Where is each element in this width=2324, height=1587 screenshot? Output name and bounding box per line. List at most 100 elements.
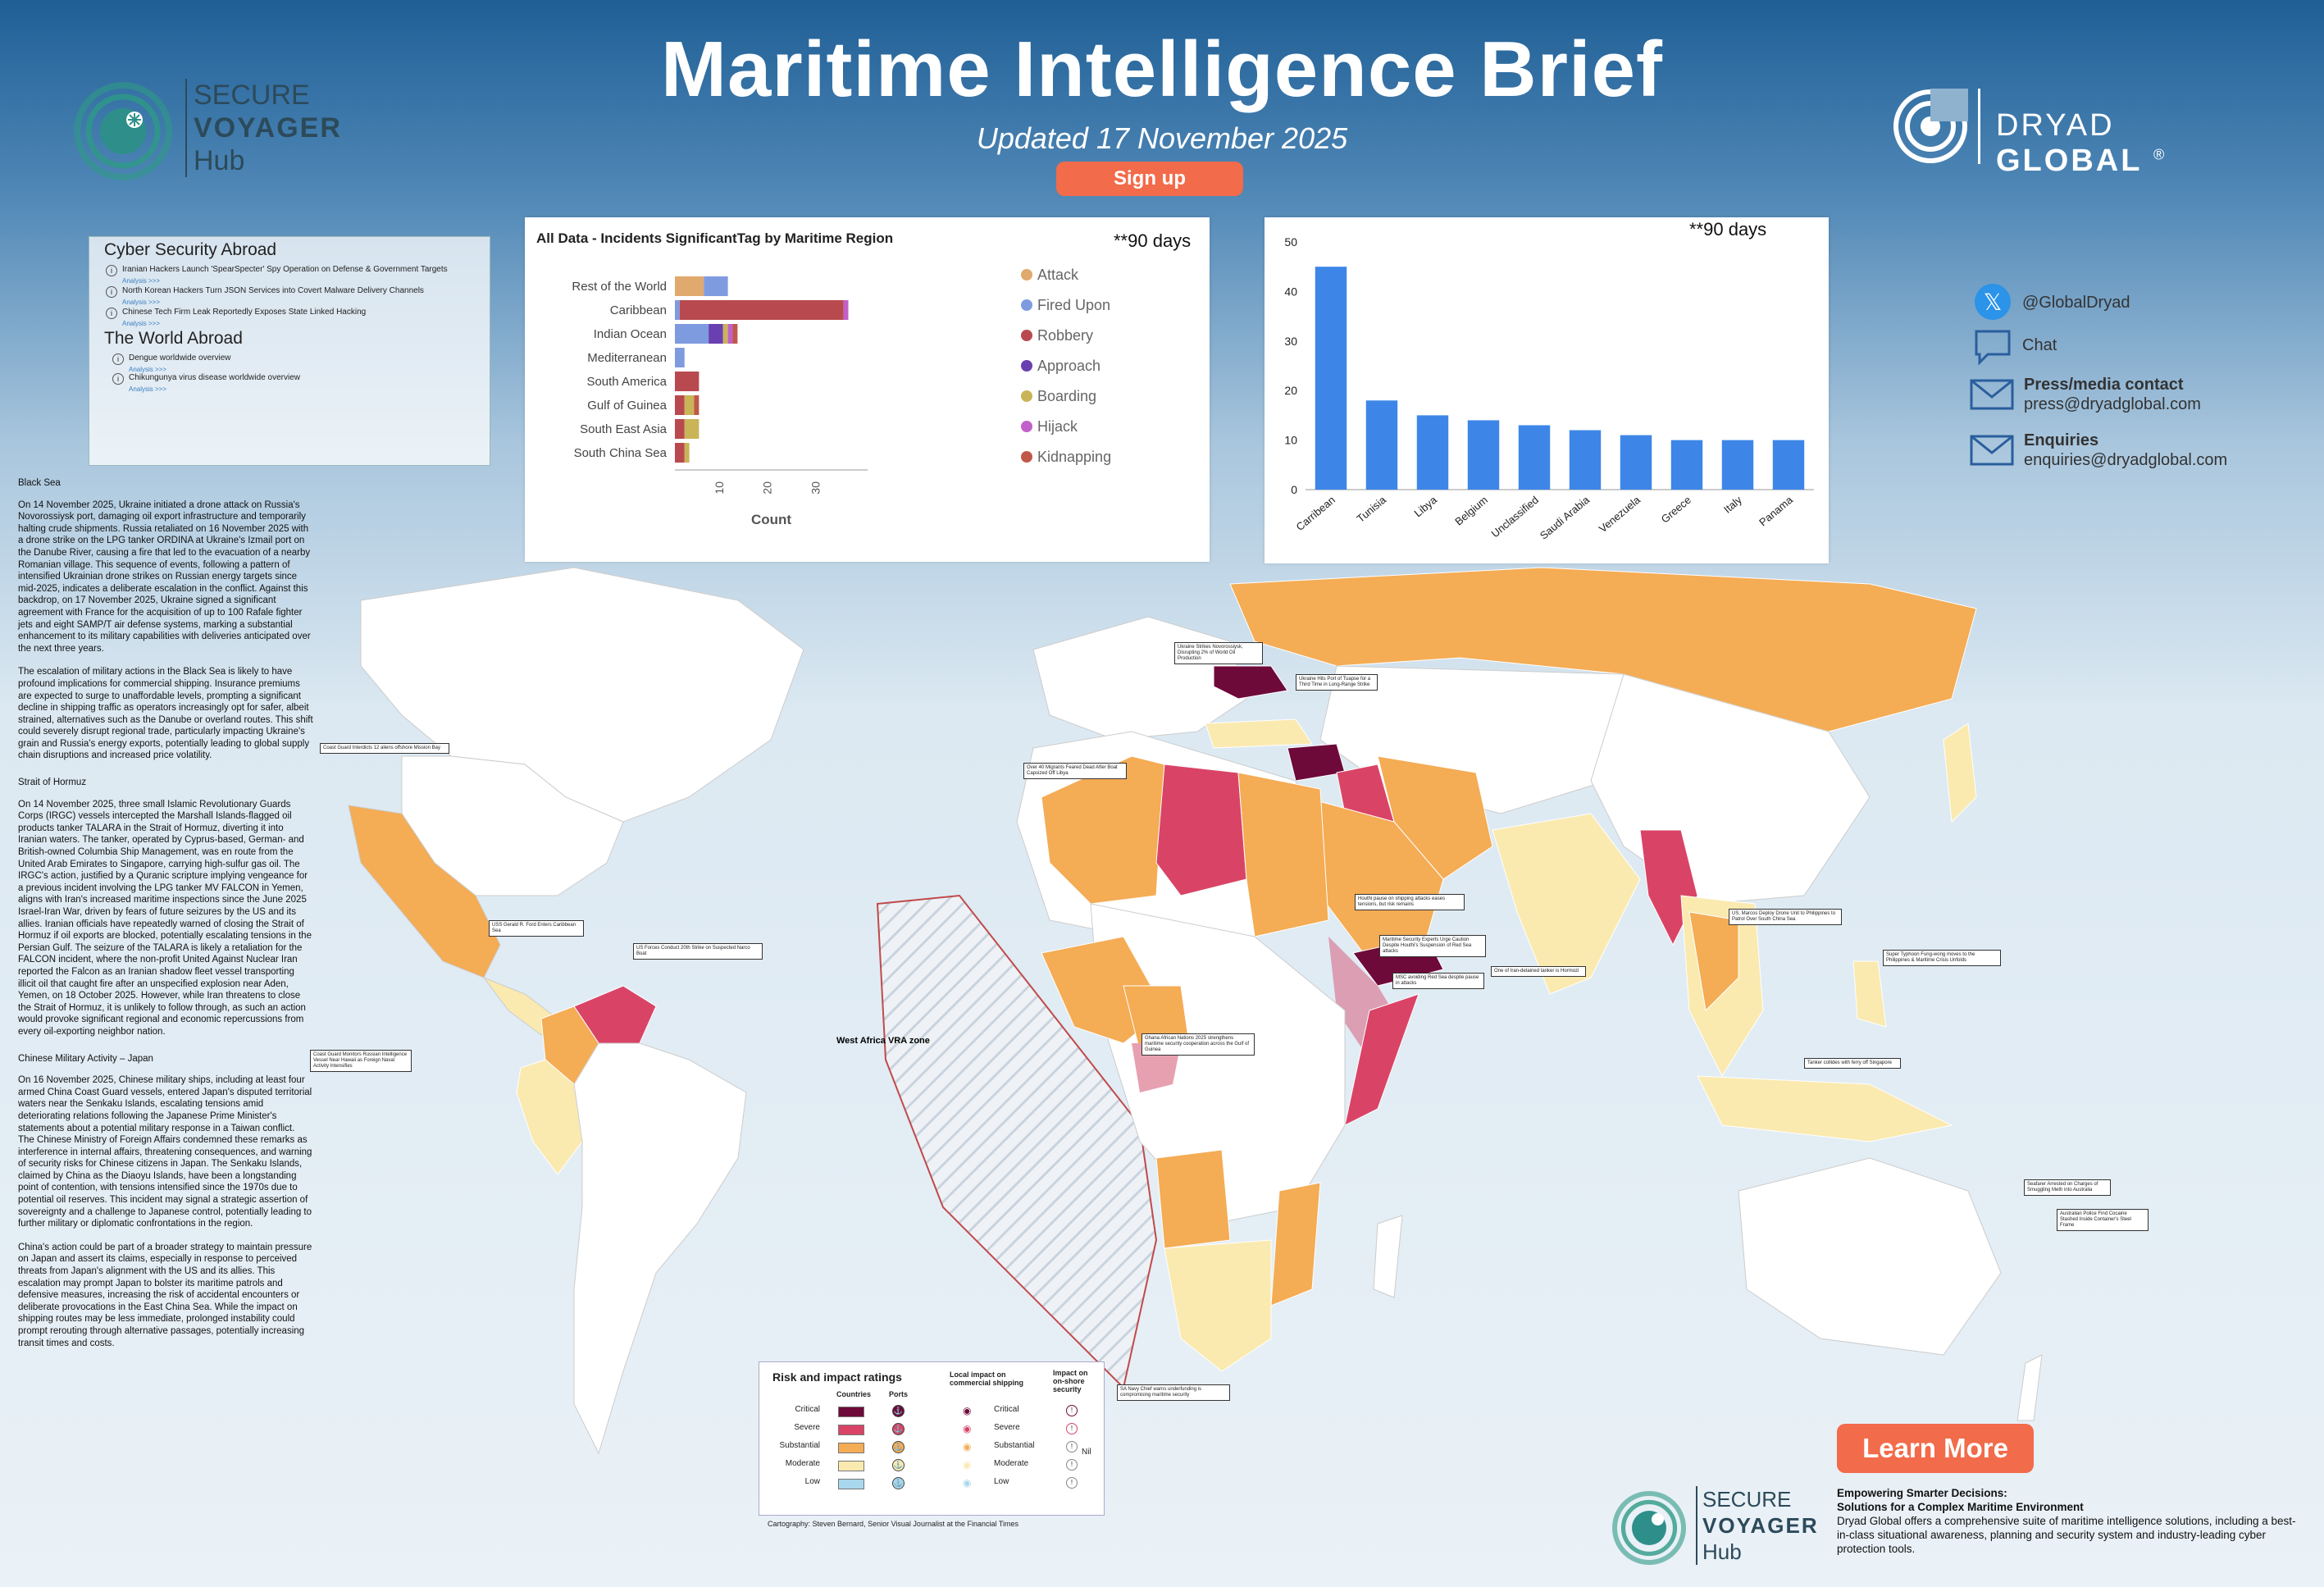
legend-col-local: Local impact on commercial shipping (950, 1370, 1024, 1387)
enquiries-label: Enquiries (2024, 431, 2099, 449)
info-icon: i (106, 308, 117, 319)
paragraph: On 14 November 2025, three small Islamic… (18, 799, 312, 1037)
map-callout[interactable]: Seafarer Arrested on Charges of Smugglin… (2024, 1179, 2111, 1196)
briefing-text: Black Sea On 14 November 2025, Ukraine i… (18, 477, 313, 1361)
enquiries-email[interactable]: enquiries@dryadglobal.com (2024, 451, 2228, 469)
iran (1377, 755, 1493, 880)
bar-segment (709, 324, 723, 344)
category-label: Unclassified (1489, 494, 1541, 540)
y-tick-label: 20 (1284, 384, 1297, 397)
cyber-article-3[interactable]: i Chinese Tech Firm Leak Reportedly Expos… (106, 308, 366, 329)
secure-voyager-logo-bottom[interactable]: SECURE VOYAGER Hub (1612, 1486, 1825, 1568)
map-callout[interactable]: US, Marcos Deploy Drone Unit to Philippi… (1729, 909, 1842, 925)
australia (1738, 1157, 2002, 1356)
press-email[interactable]: press@dryadglobal.com (2024, 395, 2201, 413)
legend-label: Boarding (1037, 388, 1096, 404)
secure-voyager-emblem-icon (1612, 1491, 1686, 1565)
info-icon: i (106, 286, 117, 298)
bar-segment (675, 372, 699, 391)
mail-icon (1970, 435, 2014, 466)
port-icon: ⚓ (892, 1459, 905, 1471)
map-callout[interactable]: Ukraine Hits Port of Tuapse for a Third … (1296, 674, 1378, 691)
info-icon: i (106, 265, 117, 276)
gulf-guinea-risk (1132, 1043, 1181, 1092)
paragraph: The escalation of military actions in th… (18, 667, 313, 761)
region-incident-chart: All Data - Incidents SignificantTag by M… (525, 217, 1210, 562)
mozambique (1270, 1182, 1321, 1307)
legend-swatch (1021, 299, 1032, 311)
category-label: Carribean (1294, 494, 1337, 533)
section-heading: Black Sea (18, 478, 61, 488)
risk-legend: Risk and impact ratings Countries Ports … (759, 1361, 1105, 1528)
category-label: Saudi Arabia (1538, 493, 1593, 541)
onshore-icon: ! (1066, 1459, 1078, 1471)
map-callout[interactable]: Houthi pause on shipping attacks eases t… (1355, 894, 1465, 910)
bar-segment (684, 395, 695, 415)
legend-title: Risk and impact ratings (772, 1370, 902, 1384)
map-callout[interactable]: Australian Police Find Cocaine Stashed I… (2057, 1209, 2149, 1231)
bar (1670, 440, 1703, 490)
onshore-icon: ! (1066, 1423, 1078, 1434)
map-callout[interactable]: MSC avoiding Red Sea despite pause in at… (1392, 973, 1484, 989)
twitter-icon[interactable]: 𝕏 (1975, 284, 2011, 320)
legend-swatch (1021, 421, 1032, 432)
bar-segment (675, 324, 709, 344)
port-icon: ⚓ (892, 1477, 905, 1489)
category-label: Indian Ocean (594, 327, 667, 341)
legend-swatch (1021, 330, 1032, 341)
cyber-article-1[interactable]: i Iranian Hackers Launch 'SpearSpecter' S… (106, 265, 448, 286)
madagascar (1373, 1215, 1403, 1298)
twitter-handle[interactable]: @GlobalDryad (2022, 294, 2130, 312)
world-article-2[interactable]: i Chikungunya virus disease worldwide ove… (112, 373, 300, 394)
map-callout[interactable]: SA Navy Chief warns underfunding is comp… (1117, 1384, 1230, 1401)
west-africa-vra-zone (876, 894, 1158, 1389)
cyber-article-2[interactable]: i North Korean Hackers Turn JSON Services… (106, 286, 424, 308)
legend-level-label: Severe (794, 1423, 820, 1432)
learn-more-button[interactable]: Learn More (1837, 1424, 2034, 1473)
category-label: South China Sea (574, 446, 668, 460)
chat-link[interactable]: Chat (2022, 336, 2057, 354)
signup-button[interactable]: Sign up (1056, 162, 1243, 196)
y-tick-label: 0 (1291, 483, 1297, 496)
bar-segment (684, 419, 699, 439)
map-callout[interactable]: Super Typhoon Fung-wong moves to the Phi… (1883, 950, 2001, 966)
egypt-sudan (1237, 772, 1329, 937)
legend-swatch (1021, 390, 1032, 402)
cyber-heading: Cyber Security Abroad (104, 240, 277, 259)
bar-segment (843, 300, 849, 320)
section-heading: Chinese Military Activity – Japan (18, 1053, 153, 1064)
category-label: Caribbean (610, 303, 667, 317)
secure-voyager-logo[interactable]: SECURE VOYAGER Hub (74, 79, 344, 185)
map-callout[interactable]: One of Iran-detained tanker is Hormozi (1491, 966, 1586, 977)
bar (1467, 420, 1500, 490)
info-icon: i (112, 373, 124, 385)
dryad-global-logo[interactable]: DRYAD GLOBAL ® (1893, 89, 2270, 178)
map-callout[interactable]: USS Gerald R. Ford Enters Caribbean Sea (489, 920, 584, 937)
ukraine (1213, 665, 1288, 700)
southern-africa (1164, 1239, 1272, 1372)
logo-registered: ® (2153, 146, 2167, 163)
port-icon: ⚓ (892, 1423, 905, 1435)
chat-icon[interactable] (1973, 328, 2012, 366)
thailand-vietnam (1688, 911, 1739, 1012)
map-callout[interactable]: Ukraine Strikes Novorossiysk, Disrupting… (1174, 642, 1263, 664)
wa-zone-label: West Africa VRA zone (836, 1036, 930, 1046)
map-callout[interactable]: Coast Guard Monitors Russian Intelligenc… (310, 1050, 412, 1072)
map-callout[interactable]: Coast Guard Interdicts 12 aliens offshor… (320, 743, 449, 754)
bar-segment (722, 324, 728, 344)
map-callout[interactable]: Ghana African Nations 2025 strengthens m… (1141, 1033, 1255, 1056)
map-callout[interactable]: Maritime Security Experts Urge Caution D… (1379, 935, 1486, 957)
map-callout[interactable]: Over 40 Migrants Feared Dead After Boat … (1023, 763, 1127, 779)
bar-segment (675, 419, 685, 439)
onshore-icon: ! (1066, 1405, 1078, 1416)
map-callout[interactable]: Tanker collides with ferry off Singapore (1804, 1058, 1901, 1069)
ship-icon: ◉ (963, 1441, 972, 1452)
paragraph: On 14 November 2025, Ukraine initiated a… (18, 499, 311, 654)
y-tick-label: 40 (1284, 285, 1297, 298)
logo-secure: SECURE (1702, 1487, 1792, 1512)
secure-voyager-emblem-icon (74, 82, 172, 180)
japan (1943, 723, 1977, 823)
map-callout[interactable]: US Forces Conduct 20th Strike on Suspect… (633, 943, 763, 960)
world-article-1[interactable]: i Dengue worldwide overview Analysis >>> (112, 353, 231, 375)
legend-label: Approach (1037, 358, 1100, 374)
